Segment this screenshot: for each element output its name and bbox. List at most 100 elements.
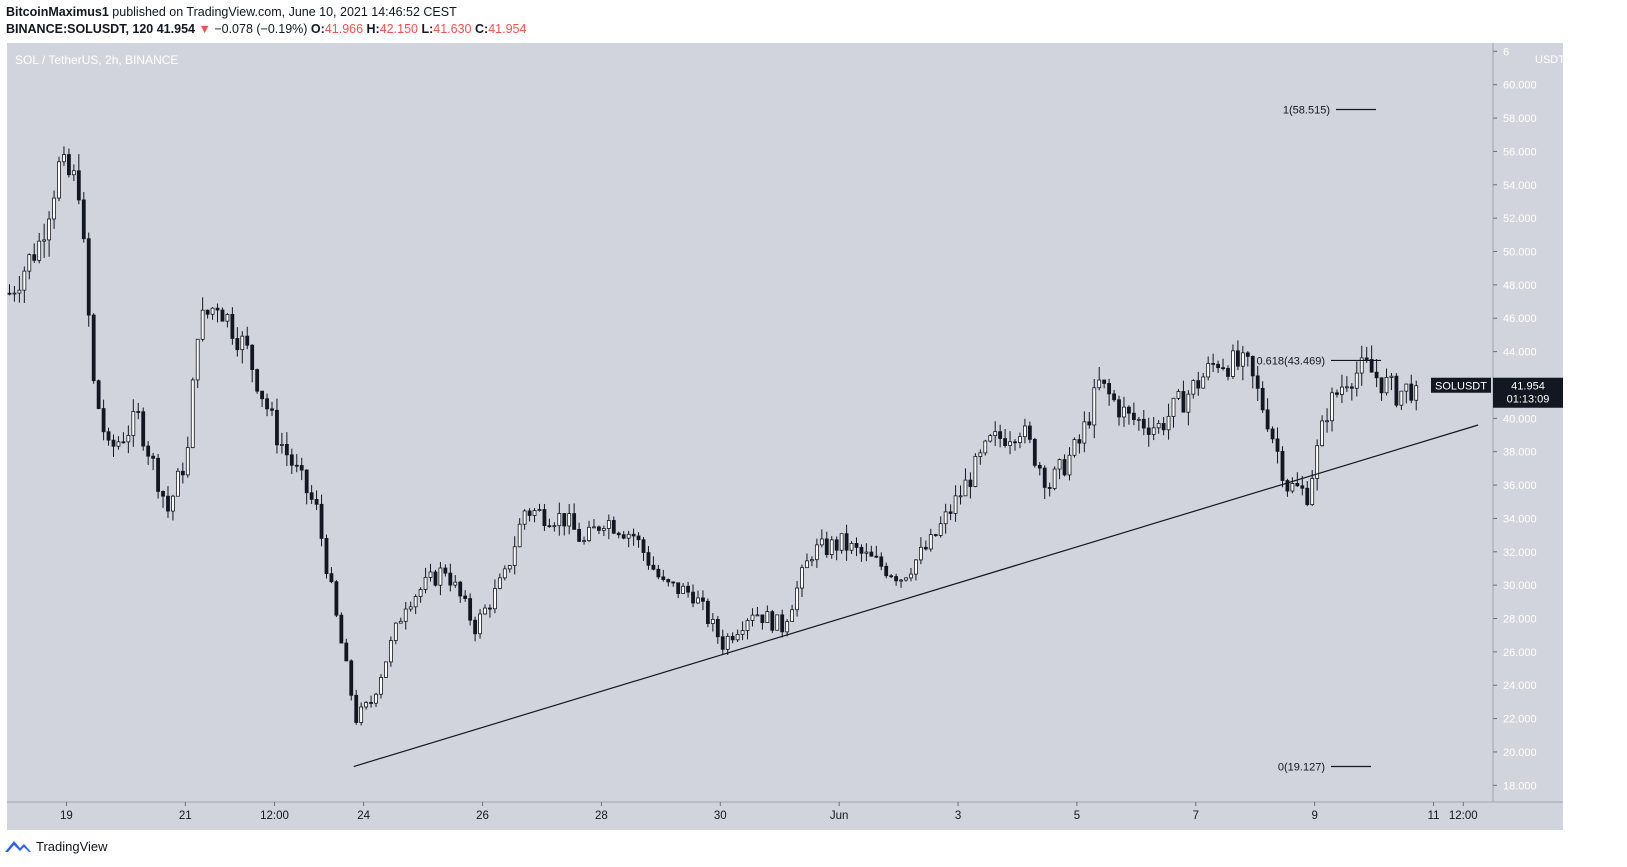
bull-candle-body <box>374 693 378 704</box>
bear-candle-body <box>141 411 146 447</box>
bull-candle-body <box>1354 372 1359 389</box>
time-tick-label: 9 <box>1311 810 1317 822</box>
bull-candle-body <box>765 611 770 624</box>
price-tick-label: 52.000 <box>1503 213 1537 225</box>
bear-candle-body <box>1117 399 1121 418</box>
bull-candle-body <box>943 511 948 525</box>
bull-candle-body <box>755 614 760 617</box>
bear-candle-body <box>547 525 552 528</box>
bull-candle-body <box>725 635 730 650</box>
bear-candle-body <box>1349 386 1354 389</box>
bull-candle-body <box>1057 459 1062 470</box>
price-tick-label: 30.000 <box>1503 580 1537 592</box>
bear-candle-body <box>1013 441 1017 444</box>
bear-candle-body <box>1275 438 1280 452</box>
bear-candle-body <box>339 614 344 644</box>
bear-candle-body <box>289 454 294 466</box>
bull-candle-body <box>1325 420 1329 423</box>
bear-candle-body <box>879 556 884 567</box>
tradingview-wordmark: TradingView <box>36 838 108 854</box>
bear-candle-body <box>1379 377 1384 394</box>
bear-candle-body <box>111 439 116 447</box>
bear-candle-body <box>770 611 775 631</box>
bear-candle-body <box>299 465 304 471</box>
published-text: published on TradingView.com, June 10, 2… <box>112 5 457 19</box>
tradingview-footer[interactable]: TradingView <box>4 838 108 854</box>
price-tick-label: 38.000 <box>1503 447 1537 459</box>
bull-candle-body <box>909 573 913 579</box>
bull-candle-body <box>993 431 998 437</box>
chart-title: SOL / TetherUS, 2h, BINANCE <box>15 53 178 67</box>
author-name[interactable]: BitcoinMaximus1 <box>6 5 109 19</box>
plot-area[interactable] <box>7 43 1493 802</box>
bear-candle-body <box>597 526 601 531</box>
bull-candle-body <box>567 513 572 527</box>
bear-candle-body <box>473 619 477 635</box>
bull-candle-body <box>418 589 423 597</box>
bull-candle-body <box>190 379 195 449</box>
bear-candle-body <box>101 408 106 433</box>
bull-candle-body <box>1156 423 1161 429</box>
time-axis[interactable] <box>7 802 1563 830</box>
bear-candle-body <box>91 314 96 382</box>
price-axis[interactable] <box>1493 43 1563 802</box>
bull-candle-body <box>1240 352 1245 367</box>
bear-candle-body <box>205 309 210 315</box>
bull-candle-body <box>1231 350 1235 377</box>
bar-countdown: 01:13:09 <box>1507 394 1550 406</box>
time-tick-label: 12:00 <box>1449 810 1478 822</box>
bear-candle-body <box>1161 423 1166 431</box>
bear-candle-body <box>369 702 373 704</box>
bear-candle-body <box>1364 357 1369 360</box>
bull-candle-body <box>814 544 819 561</box>
bull-candle-body <box>1359 357 1364 374</box>
bull-candle-body <box>1414 385 1419 401</box>
bull-candle-body <box>557 513 562 527</box>
bull-candle-body <box>116 441 121 447</box>
bull-candle-body <box>171 495 175 512</box>
bull-candle-body <box>1008 441 1012 446</box>
symbol-interval[interactable]: BINANCE:SOLUSDT, 120 <box>6 22 154 36</box>
bear-candle-body <box>1374 371 1379 379</box>
price-tick-label: 36.000 <box>1503 480 1537 492</box>
bull-candle-body <box>849 543 854 551</box>
time-tick-label: 21 <box>179 810 192 822</box>
bear-candle-body <box>1295 483 1300 487</box>
bull-candle-body <box>1340 386 1344 395</box>
bear-candle-body <box>1027 425 1032 440</box>
bull-candle-body <box>12 292 17 295</box>
bear-candle-body <box>275 409 279 446</box>
bull-candle-body <box>790 609 795 622</box>
bull-candle-body <box>52 197 56 220</box>
bull-candle-body <box>384 661 388 678</box>
bear-candle-body <box>562 513 567 527</box>
bear-candle-body <box>146 445 151 457</box>
bear-candle-body <box>1280 450 1285 481</box>
fib-level-label: 0.618(43.469) <box>1257 355 1326 367</box>
bull-candle-body <box>710 618 715 624</box>
bull-candle-body <box>1290 483 1295 492</box>
bear-candle-body <box>933 534 938 536</box>
bull-candle-body <box>1310 478 1315 505</box>
bear-candle-body <box>121 441 126 444</box>
bear-candle-body <box>824 538 829 555</box>
bull-candle-body <box>864 551 869 554</box>
bear-candle-body <box>1003 438 1007 446</box>
bull-candle-body <box>428 571 433 578</box>
bear-candle-body <box>631 533 636 537</box>
bear-candle-body <box>344 642 349 662</box>
bull-candle-body <box>928 534 933 550</box>
bear-candle-body <box>705 600 710 624</box>
bull-candle-body <box>1384 376 1389 394</box>
bull-candle-body <box>978 452 983 457</box>
bull-candle-body <box>1136 418 1141 421</box>
bear-candle-body <box>260 390 264 400</box>
price-tick-label: 50.000 <box>1503 247 1537 259</box>
time-tick-label: 12:00 <box>260 810 289 822</box>
bull-candle-body <box>1092 387 1097 426</box>
time-axis-ticks: 19 21 12:00 24 26 28 30 Jun 3 5 7 9 11 12:00 <box>60 802 1478 822</box>
bull-candle-body <box>745 620 750 631</box>
bull-candle-body <box>388 640 393 663</box>
bear-candle-body <box>265 398 269 410</box>
